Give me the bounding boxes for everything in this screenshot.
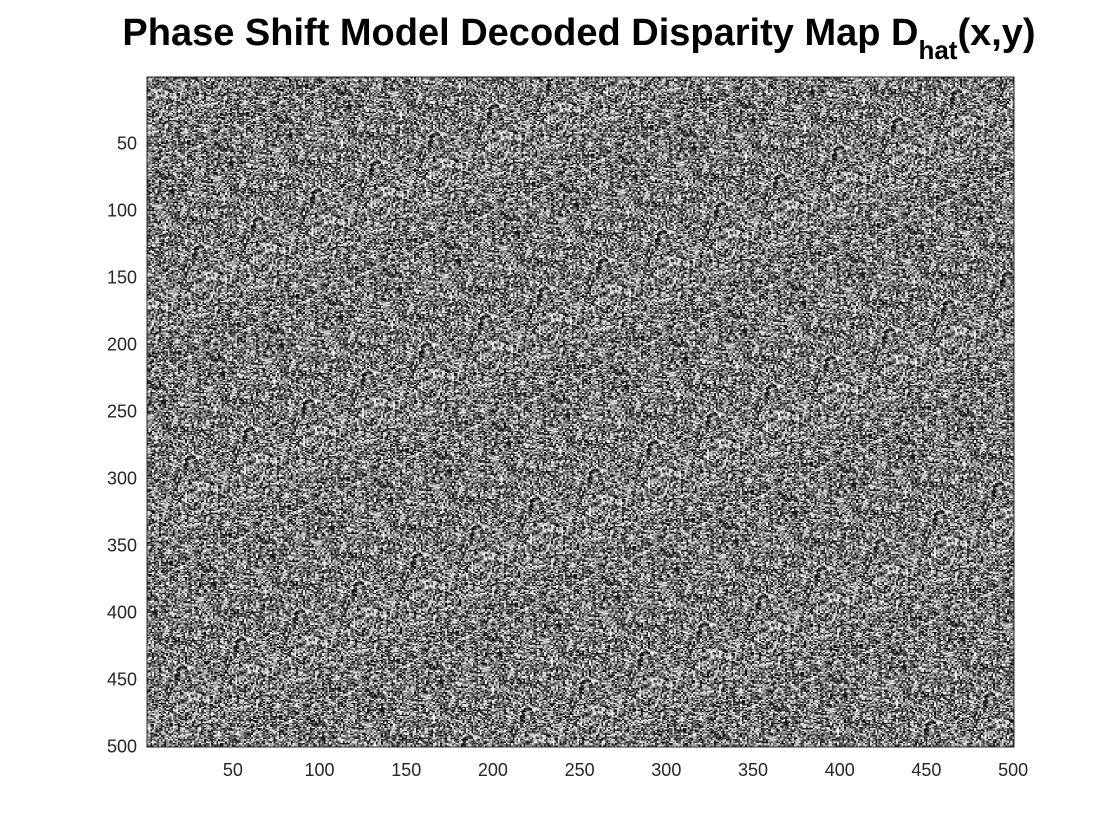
- x-tick-label: 450: [911, 760, 941, 780]
- x-tick-label: 300: [651, 760, 681, 780]
- y-tick-label: 250: [107, 401, 137, 421]
- y-tick-label: 400: [107, 602, 137, 622]
- y-tick-label: 450: [107, 669, 137, 689]
- y-tick-label: 150: [107, 267, 137, 287]
- x-tick-label: 400: [825, 760, 855, 780]
- y-tick-label: 500: [107, 736, 137, 756]
- x-tick-label: 150: [391, 760, 421, 780]
- y-tick-label: 200: [107, 334, 137, 354]
- x-tick-label: 350: [738, 760, 768, 780]
- x-axis-tick-labels: 50 100 150 200 250 300 350 400 450 500: [223, 760, 1028, 780]
- y-tick-label: 50: [117, 133, 137, 153]
- x-axis-ticks: [232, 77, 1014, 747]
- y-axis-tick-labels: 50 100 150 200 250 300 350 400 450 500: [107, 133, 137, 756]
- chart-title-subscript: hat: [918, 35, 957, 65]
- y-tick-label: 100: [107, 200, 137, 220]
- x-tick-label: 50: [223, 760, 243, 780]
- axes-box: [146, 76, 1015, 748]
- y-tick-label: 350: [107, 535, 137, 555]
- x-tick-label: 500: [998, 760, 1028, 780]
- x-tick-label: 200: [478, 760, 508, 780]
- chart-title: Phase Shift Model Decoded Disparity Map …: [122, 12, 1035, 65]
- chart-title-suffix: (x,y): [957, 12, 1035, 54]
- disparity-image: [147, 77, 1014, 747]
- x-tick-label: 250: [565, 760, 595, 780]
- y-tick-label: 300: [107, 468, 137, 488]
- y-axis-ticks: [147, 142, 1014, 747]
- chart-title-main: Phase Shift Model Decoded Disparity Map …: [122, 12, 918, 54]
- x-tick-label: 100: [305, 760, 335, 780]
- noise-image-container: [147, 77, 1014, 747]
